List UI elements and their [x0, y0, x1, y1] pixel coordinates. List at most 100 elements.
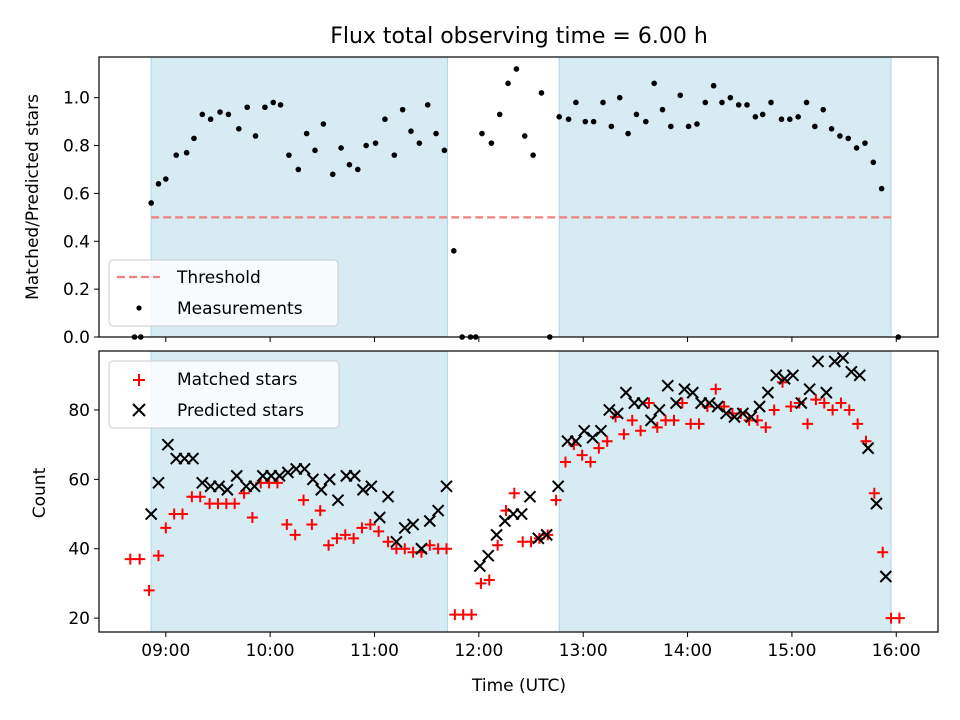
chart-title: Flux total observing time = 6.00 h: [330, 24, 708, 49]
predicted-stars-point: [406, 518, 420, 531]
measurement-point: [870, 159, 877, 166]
y-tick-label: 1.0: [63, 89, 90, 109]
matched-stars-point: [710, 383, 722, 395]
bottom-panel: 20 40 60 80 09:00 10:00 11:00 12:00 13:00 14:00 15…: [30, 350, 939, 661]
predicted-stars-point: [298, 462, 311, 476]
matched-stars-point: [643, 397, 655, 409]
predicted-stars-point: [248, 480, 261, 493]
measurement-point: [590, 118, 597, 125]
y-tick-label: 0.8: [63, 137, 90, 157]
measurement-point: [451, 248, 457, 254]
measurement-point: [346, 161, 353, 168]
predicted-stars-point: [619, 386, 633, 399]
matched-stars-point: [626, 414, 638, 426]
predicted-stars-point: [482, 549, 495, 562]
predicted-stars-point: [532, 532, 545, 545]
x-tick-label: 11:00: [350, 641, 399, 661]
predicted-stars-point: [323, 473, 336, 486]
measurement-point: [752, 114, 759, 120]
matched-stars-point: [601, 435, 613, 447]
predicted-stars-point: [786, 369, 800, 382]
matched-stars-point: [651, 421, 663, 433]
measurement-point: [295, 166, 302, 173]
predicted-stars-point: [230, 469, 243, 483]
measurement-point: [845, 135, 852, 142]
matched-stars-point: [176, 508, 188, 520]
measurement-point: [768, 99, 774, 106]
measurement-point: [391, 152, 398, 158]
legend-threshold-label: Threshold: [176, 268, 261, 288]
matched-stars-point: [373, 525, 385, 537]
matched-stars-point: [483, 574, 495, 586]
matched-stars-point: [550, 494, 562, 506]
measurement-point: [582, 118, 589, 125]
measurement-point: [329, 171, 336, 178]
matched-stars-point: [143, 584, 155, 596]
measurement-point: [312, 147, 318, 154]
measurement-point: [207, 116, 214, 123]
measurement-point: [625, 130, 631, 137]
matched-stars-point: [893, 612, 905, 624]
matched-stars-point: [693, 418, 705, 430]
predicted-stars-point: [306, 473, 320, 486]
predicted-stars-point: [686, 386, 699, 399]
measurement-point: [505, 80, 511, 87]
predicted-stars-point: [144, 507, 158, 521]
measurement-point: [424, 102, 431, 108]
matched-stars-point: [399, 543, 411, 555]
predicted-stars-point: [636, 396, 649, 410]
measurement-point: [338, 145, 344, 151]
matched-stars-point: [668, 414, 680, 426]
matched-stars-point: [440, 543, 452, 555]
matched-stars-point: [843, 404, 855, 416]
measurement-point: [262, 104, 268, 111]
measurement-point: [803, 99, 810, 106]
matched-stars-point: [877, 546, 889, 558]
matched-stars-point: [868, 487, 880, 499]
measurement-point: [277, 102, 284, 108]
predicted-stars-point: [398, 521, 411, 535]
measurement-point: [600, 99, 606, 106]
measurement-point: [608, 123, 615, 130]
matched-stars-point: [281, 518, 293, 530]
predicted-stars-point: [828, 355, 841, 368]
predicted-stars-point: [728, 410, 741, 424]
measurement-point: [148, 200, 154, 206]
measurement-point: [812, 123, 818, 130]
legend-matched-label: Matched stars: [177, 370, 297, 390]
predicted-stars-point: [390, 535, 403, 549]
matched-stars-point: [793, 397, 805, 409]
x-tick-label: 09:00: [141, 641, 190, 661]
y-tick-label: 0.4: [63, 232, 90, 252]
predicted-stars-point: [778, 372, 791, 385]
matched-stars-point: [635, 425, 647, 437]
matched-stars-point: [194, 491, 206, 503]
x-tick-label: 16:00: [872, 641, 921, 661]
predicted-stars-point: [381, 490, 395, 503]
predicted-stars-point: [736, 407, 750, 420]
predicted-stars-point: [861, 441, 875, 455]
predicted-stars-point: [440, 480, 453, 493]
shaded-interval: [558, 350, 892, 633]
legend-measurements-swatch: [136, 305, 142, 311]
measurement-point: [759, 111, 766, 118]
predicted-stars-point: [761, 386, 775, 399]
measurement-point: [668, 123, 674, 130]
measurement-point: [643, 118, 649, 125]
predicted-stars-point: [820, 386, 833, 399]
measurement-point: [878, 185, 885, 192]
predicted-stars-point: [161, 438, 175, 451]
measurement-point: [828, 125, 835, 132]
predicted-stars-point: [745, 410, 758, 424]
predicted-stars-point: [515, 507, 528, 521]
predicted-stars-point: [348, 469, 361, 483]
x-tick-label: 15:00: [767, 641, 816, 661]
predicted-stars-point: [221, 483, 234, 496]
y-tick-label: 0.2: [63, 280, 90, 300]
measurement-point: [538, 90, 545, 96]
measurement-point: [685, 123, 692, 130]
predicted-stars-point: [281, 466, 295, 479]
y-tick-label: 80: [68, 401, 90, 421]
measurement-point: [441, 147, 448, 154]
predicted-stars-point: [196, 476, 209, 490]
